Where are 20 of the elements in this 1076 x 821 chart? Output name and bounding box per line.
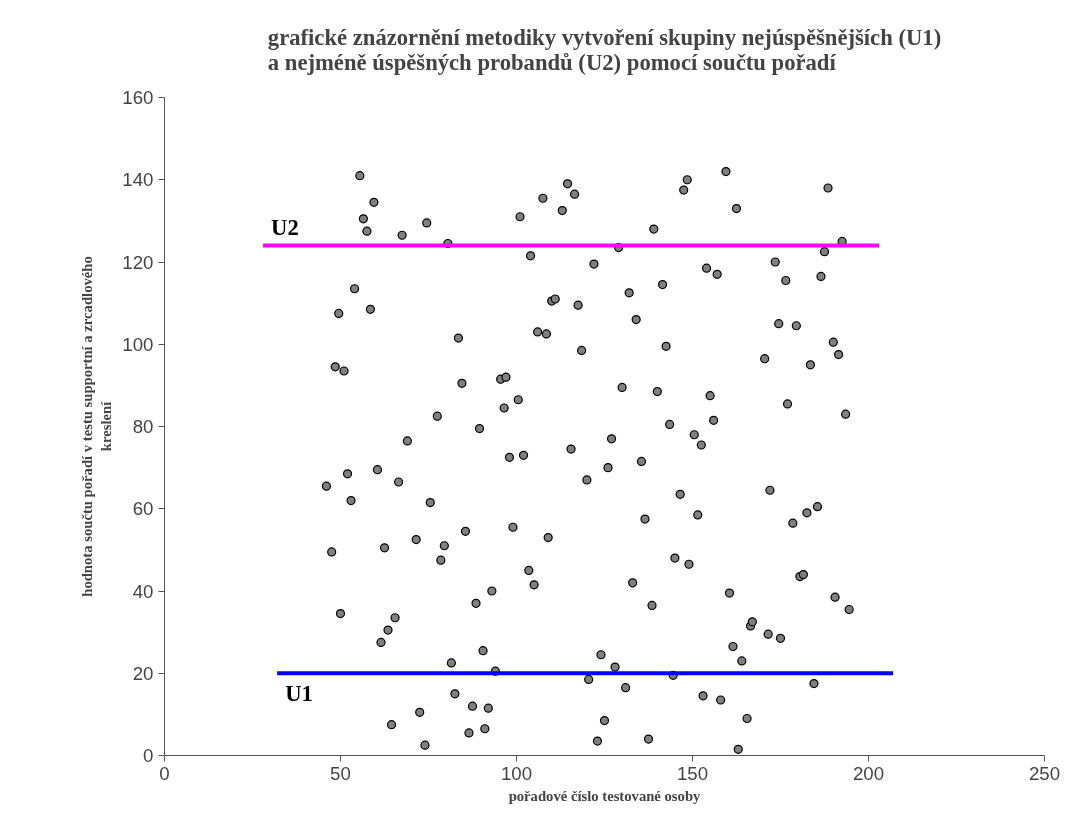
x-axis-title: pořadové číslo testované osoby: [508, 787, 702, 804]
series-label: U1: [285, 681, 313, 707]
y-tick-label: 120: [122, 251, 154, 273]
x-tick-label: 250: [1028, 762, 1061, 784]
y-tick-label: 20: [132, 662, 154, 684]
x-tick-label: 50: [330, 762, 351, 784]
y-tick-label: 0: [143, 745, 154, 766]
chart-title: grafické znázornění metodiky vytvoření skupiny nejúspěšnějších (U1) a nejméně úspěšných probandů (U2) pomocí součtu pořadí: [267, 25, 942, 75]
y-tick-label: 80: [132, 416, 154, 437]
y-tick-label: 160: [122, 87, 154, 108]
x-tick-label: 100: [500, 762, 533, 784]
x-tick-label: 0: [159, 762, 170, 784]
y-tick-label: 100: [122, 333, 154, 355]
y-tick-label: 140: [122, 169, 154, 191]
x-tick-label: 200: [852, 762, 885, 784]
x-tick-label: 150: [676, 762, 709, 784]
y-tick-label: 60: [132, 498, 154, 520]
series-label: U2: [271, 214, 299, 240]
y-axis-title: hodnota součtu pořadí v testu supportní a zrcadlového kreslení: [79, 256, 115, 597]
y-tick-label: 40: [132, 580, 154, 602]
